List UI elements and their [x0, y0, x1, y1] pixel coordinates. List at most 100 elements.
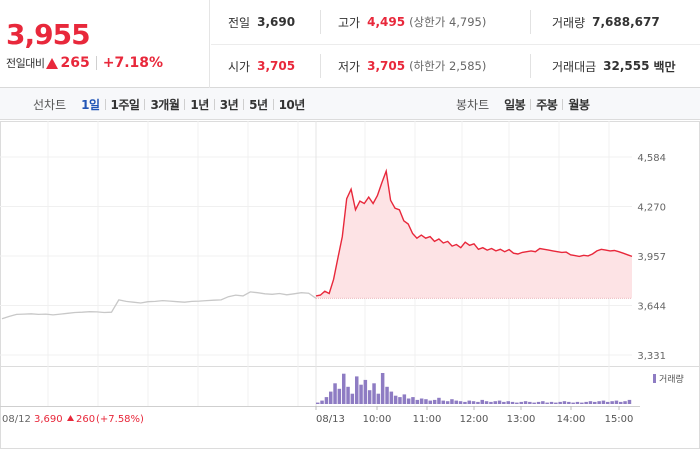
current-price-box: 3,955 전일대비 265 +7.18%: [0, 0, 210, 88]
x-axis-labels: 08/12 3,690 260 (+7.58%) 08/13 10:00 11:00 12:0…: [2, 406, 633, 425]
volume-bar: [458, 401, 463, 404]
volume-bar: [471, 401, 476, 404]
volume-bar: [324, 397, 329, 404]
price-chart[interactable]: 4,584 4,270 3,957 3,644 3,331 거래량 08/12 3,690…: [0, 121, 700, 450]
volume-bar: [614, 400, 619, 404]
volume-bar: [554, 402, 558, 404]
volume-bar: [363, 379, 368, 404]
chart-period-tabbar: 선차트 1일 1주일 3개월 1년 3년 5년 10년 봉차트 일봉 주봉 월봉: [0, 88, 700, 120]
line-chart-tabs: 선차트 1일 1주일 3개월 1년 3년 5년 10년: [33, 88, 310, 120]
tab-10year[interactable]: 10년: [278, 97, 306, 112]
x-tick-label: 08/13: [316, 414, 345, 425]
volume-bar: [359, 384, 363, 404]
volume-bar: [506, 401, 510, 404]
tab-3month[interactable]: 3개월: [150, 97, 180, 112]
volume-bar: [432, 399, 437, 404]
volume-bar: [376, 393, 381, 404]
volume-bar: [406, 398, 411, 404]
volume-bar: [619, 401, 623, 404]
volume-bar: [606, 401, 610, 404]
volume-bar: [346, 386, 350, 404]
volume-chart: 거래량: [316, 373, 684, 404]
divider: [530, 54, 531, 78]
change-row: 전일대비 265 +7.18%: [6, 55, 163, 71]
volume-bar: [467, 400, 471, 404]
volume-bar: [489, 401, 493, 404]
x-tick-label: 10:00: [363, 414, 392, 425]
line-chart-title: 선차트: [33, 97, 67, 112]
open-cell: 시가 3,705: [228, 44, 295, 88]
volume-label: 거래량: [552, 15, 586, 30]
volume-bar: [593, 401, 597, 404]
volume-value: 7,688,677: [592, 15, 660, 29]
divider: [272, 98, 274, 110]
volume-bar: [424, 399, 428, 404]
y-tick-label: 3,957: [637, 252, 666, 263]
low-cell: 저가 3,705 (하한가 2,585): [338, 44, 486, 88]
amount-value: 32,555: [603, 59, 650, 73]
previous-day-line: [1, 291, 317, 320]
today-area: [316, 171, 632, 299]
volume-bar: [502, 401, 506, 404]
volume-bar: [389, 391, 394, 404]
volume-bar: [571, 402, 575, 404]
volume-bar: [532, 402, 536, 404]
up-arrow-icon: [67, 415, 74, 421]
prev-day-change-label: 260: [76, 414, 95, 425]
current-price: 3,955: [6, 18, 91, 51]
divider: [320, 10, 321, 34]
prev-day-close-label: 3,690: [34, 414, 63, 425]
candle-chart-title: 봉차트: [456, 97, 490, 112]
change-percent: +7.18%: [102, 55, 164, 71]
divider: [562, 98, 564, 110]
volume-bar: [380, 373, 385, 404]
change-label: 전일대비: [6, 57, 45, 70]
tab-daily[interactable]: 일봉: [504, 97, 526, 112]
volume-bar: [515, 402, 519, 404]
chart-svg: 4,584 4,270 3,957 3,644 3,331 거래량 08/12 3,690…: [0, 121, 700, 449]
volume-bar: [393, 395, 398, 404]
lower-limit: (하한가 2,585): [409, 59, 487, 73]
volume-bar: [342, 373, 346, 404]
volume-bar: [437, 397, 441, 404]
tab-weekly[interactable]: 주봉: [536, 97, 558, 112]
volume-cell: 거래량 7,688,677: [552, 0, 660, 44]
y-tick-label: 3,331: [637, 351, 666, 362]
volume-bar: [601, 400, 606, 404]
prev-day-date-label: 08/12: [2, 414, 31, 425]
volume-bar: [398, 397, 402, 404]
volume-bar: [333, 383, 337, 404]
volume-bar: [337, 388, 342, 404]
volume-bar: [428, 400, 432, 404]
volume-bar: [316, 402, 320, 404]
volume-bar: [541, 401, 545, 404]
volume-bar: [567, 401, 571, 404]
tab-1day[interactable]: 1일: [81, 97, 100, 112]
volume-bar: [454, 400, 458, 404]
prev-close-label: 전일: [228, 15, 251, 30]
volume-bar: [562, 401, 567, 404]
volume-bar: [575, 401, 580, 404]
tab-3year[interactable]: 3년: [219, 97, 239, 112]
volume-legend-label: 거래량: [659, 373, 684, 385]
divider: [243, 98, 245, 110]
amount-label: 거래대금: [552, 59, 597, 74]
volume-bar: [480, 399, 484, 404]
amount-cell: 거래대금 32,555 백만: [552, 44, 676, 88]
volume-bar: [320, 400, 324, 404]
tab-5year[interactable]: 5년: [249, 97, 268, 112]
tab-monthly[interactable]: 월봉: [568, 97, 590, 112]
tab-1week[interactable]: 1주일: [110, 97, 140, 112]
volume-bar: [411, 397, 415, 404]
volume-bar: [536, 401, 541, 404]
divider: [144, 98, 146, 110]
tab-1year[interactable]: 1년: [190, 97, 209, 112]
volume-bar: [476, 401, 480, 404]
divider: [530, 10, 531, 34]
y-tick-label: 4,584: [637, 153, 666, 164]
volume-bar: [450, 399, 454, 404]
chart-series: [1, 168, 633, 320]
volume-bar: [493, 401, 497, 404]
low-label: 저가: [338, 59, 361, 74]
volume-bar: [484, 401, 489, 404]
